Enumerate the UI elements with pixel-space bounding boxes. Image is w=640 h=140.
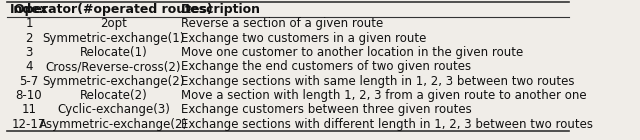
Text: Asymmetric-exchange(2): Asymmetric-exchange(2) <box>39 118 188 131</box>
Text: Exchange sections with different length in 1, 2, 3 between two routes: Exchange sections with different length … <box>181 118 593 131</box>
Text: 2: 2 <box>25 32 33 45</box>
Text: 5-7: 5-7 <box>19 75 38 88</box>
Text: Relocate(1): Relocate(1) <box>79 46 147 59</box>
Text: Move one customer to another location in the given route: Move one customer to another location in… <box>181 46 523 59</box>
Text: Symmetric-exchange(2): Symmetric-exchange(2) <box>42 75 184 88</box>
Text: Index: Index <box>10 3 49 16</box>
Text: 11: 11 <box>22 103 36 116</box>
Text: Operator(#operated routes): Operator(#operated routes) <box>14 3 212 16</box>
Text: Exchange two customers in a given route: Exchange two customers in a given route <box>181 32 426 45</box>
Text: Description: Description <box>181 3 261 16</box>
Text: 1: 1 <box>25 17 33 30</box>
Text: Reverse a section of a given route: Reverse a section of a given route <box>181 17 383 30</box>
Text: 2opt: 2opt <box>100 17 127 30</box>
Text: Exchange customers between three given routes: Exchange customers between three given r… <box>181 103 472 116</box>
Text: Move a section with length 1, 2, 3 from a given route to another one: Move a section with length 1, 2, 3 from … <box>181 89 586 102</box>
Text: 8-10: 8-10 <box>16 89 42 102</box>
Text: Exchange the end customers of two given routes: Exchange the end customers of two given … <box>181 60 471 73</box>
Text: Symmetric-exchange(1): Symmetric-exchange(1) <box>42 32 184 45</box>
Text: Cross/Reverse-cross(2): Cross/Reverse-cross(2) <box>45 60 181 73</box>
Text: Exchange sections with same length in 1, 2, 3 between two routes: Exchange sections with same length in 1,… <box>181 75 574 88</box>
Text: 12-17: 12-17 <box>12 118 46 131</box>
Text: Cyclic-exchange(3): Cyclic-exchange(3) <box>57 103 170 116</box>
Text: Relocate(2): Relocate(2) <box>79 89 147 102</box>
Text: 4: 4 <box>25 60 33 73</box>
Text: 3: 3 <box>26 46 33 59</box>
